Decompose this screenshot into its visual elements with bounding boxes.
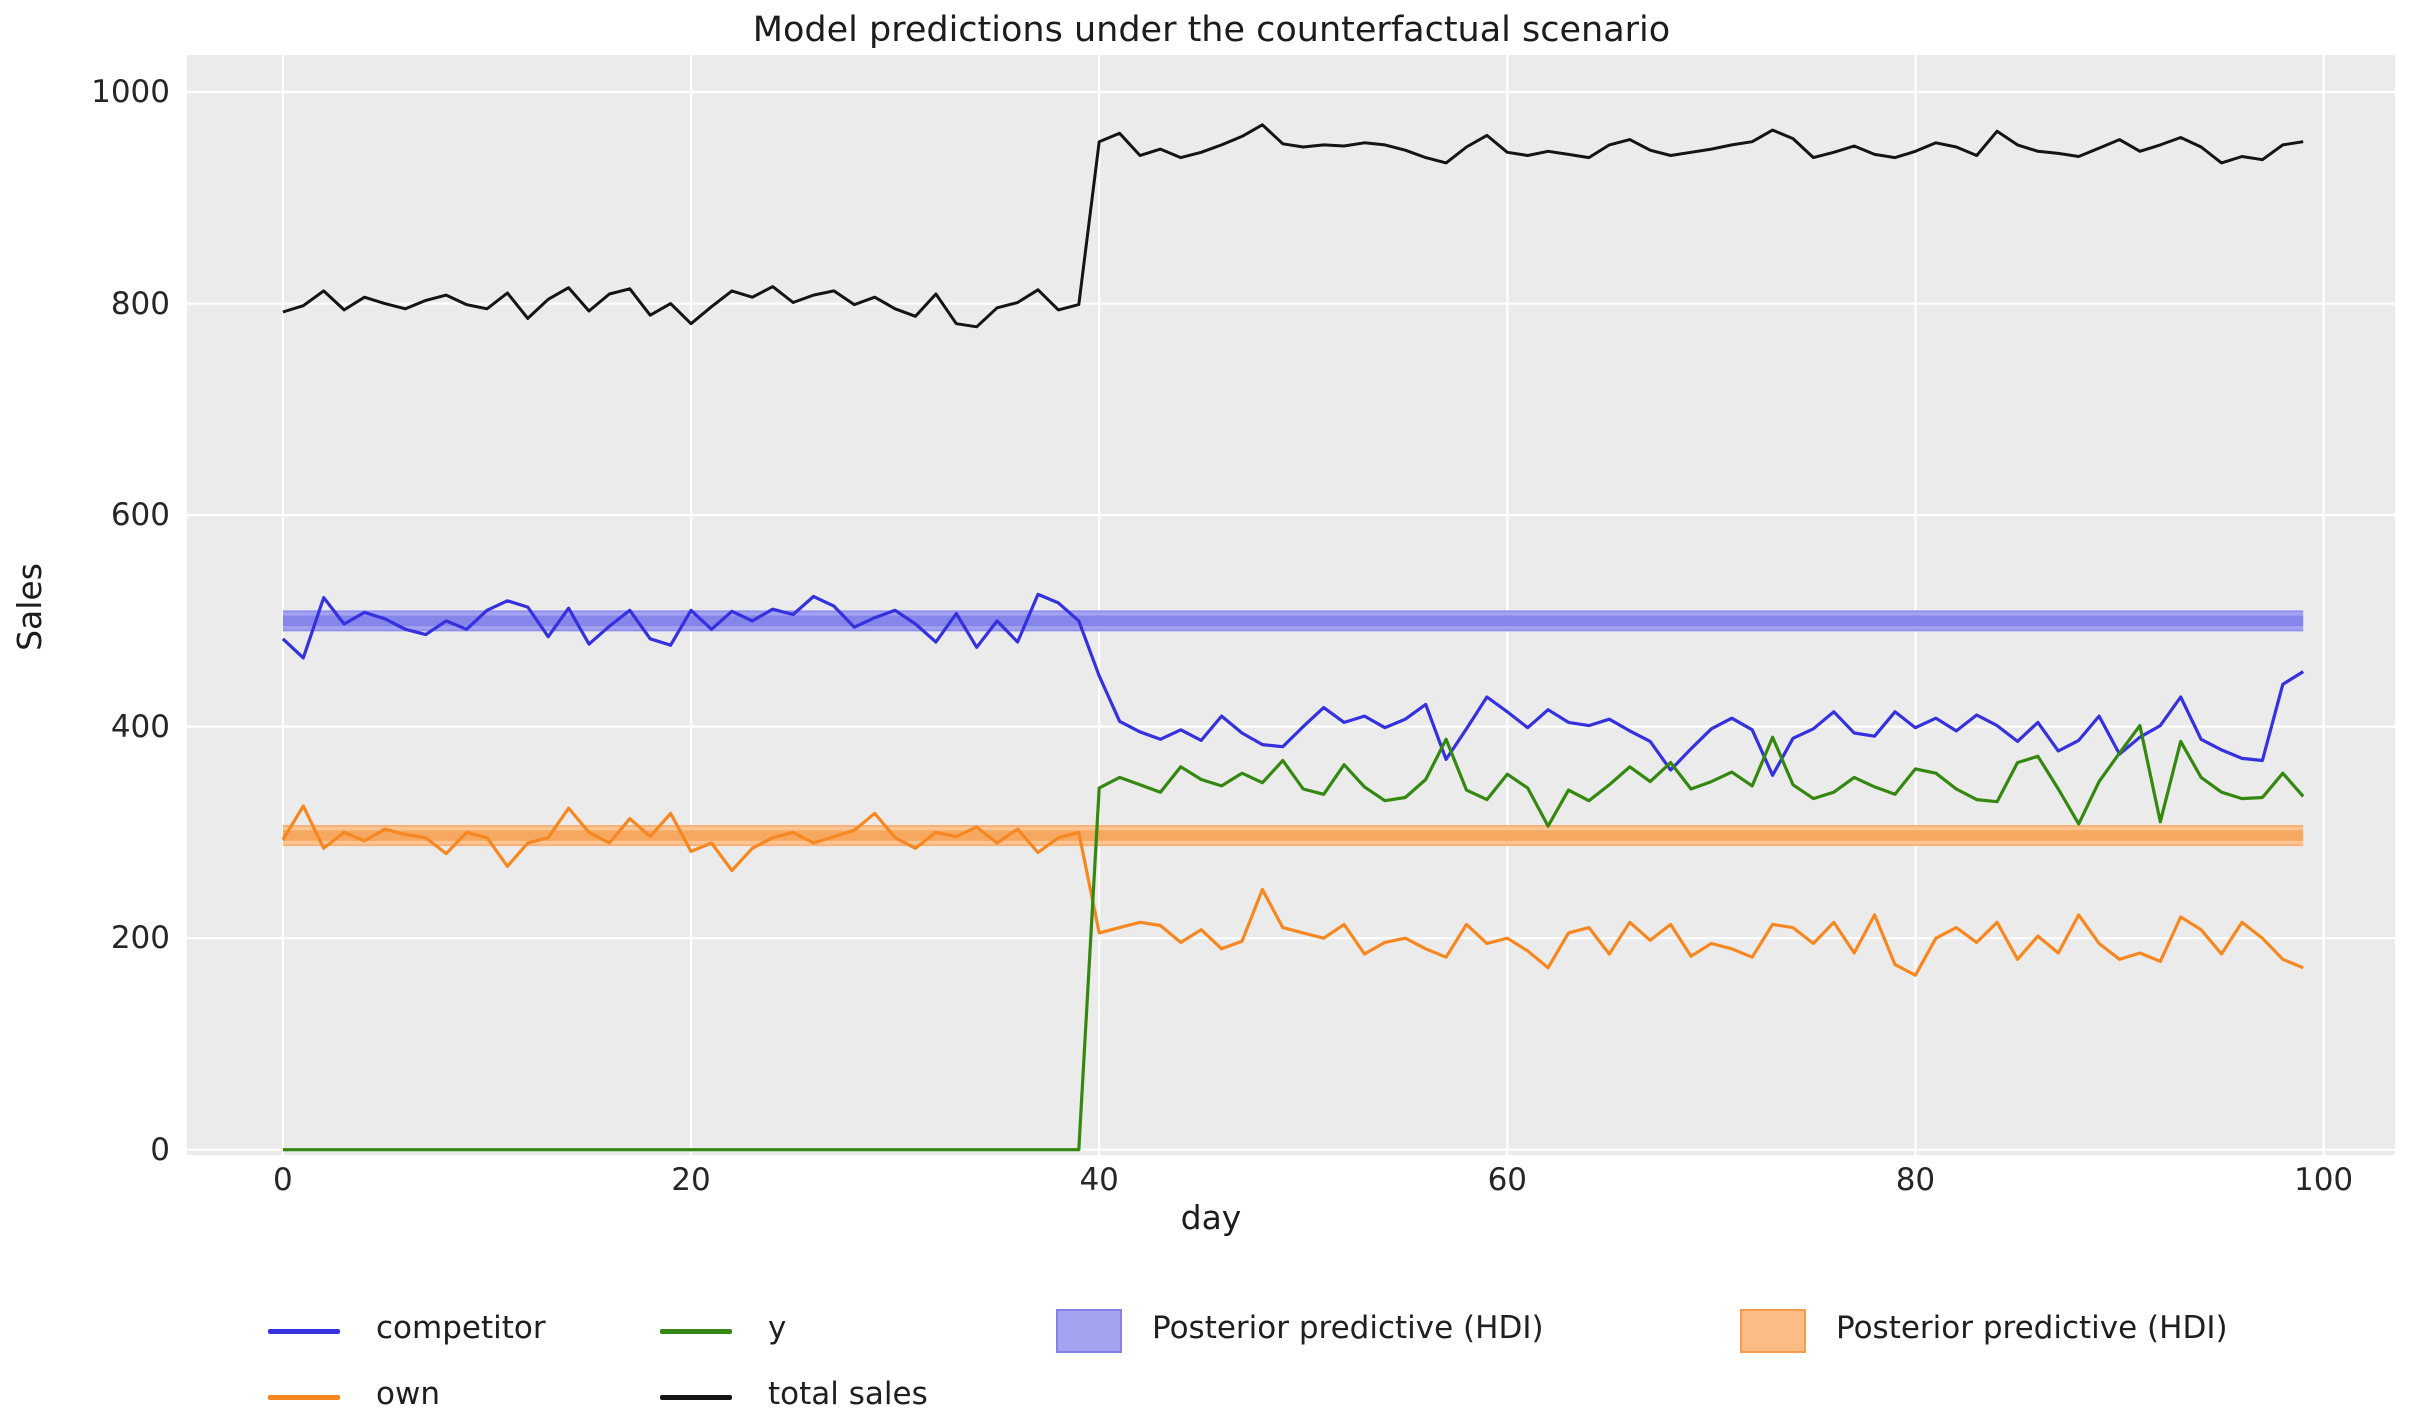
axes-background: [187, 55, 2395, 1155]
hdi-band-inner-own: [282, 830, 2304, 841]
legend-patch-swatch: [1056, 1309, 1122, 1353]
y-tick-label: 1000: [91, 74, 170, 111]
hdi-band-inner-competitor: [282, 615, 2304, 627]
legend-label: Posterior predictive (HDI): [1836, 1310, 2228, 1346]
legend-line-swatch: [660, 1395, 732, 1400]
series-line-competitor: [281, 592, 2305, 777]
legend-label: competitor: [376, 1310, 546, 1346]
legend-line-swatch: [268, 1329, 340, 1334]
legend-label: Posterior predictive (HDI): [1152, 1310, 1544, 1346]
x-tick-label: 40: [1079, 1162, 1119, 1198]
y-tick-label: 400: [110, 708, 170, 745]
x-tick-label: 80: [1895, 1162, 1936, 1198]
legend-patch-swatch: [1740, 1309, 1806, 1353]
legend-label: total sales: [768, 1376, 928, 1412]
plot-area: [187, 55, 2395, 1155]
x-tick-label: 60: [1487, 1162, 1528, 1198]
x-tick-label: 20: [671, 1162, 711, 1198]
legend-line-swatch: [660, 1329, 732, 1334]
y-tick-label: 600: [110, 497, 170, 534]
legend-label: own: [376, 1376, 440, 1412]
chart-title: Model predictions under the counterfactu…: [752, 10, 1671, 50]
y-tick-label: 200: [110, 920, 170, 957]
series-line-total-sales: [282, 123, 2304, 329]
legend-label: y: [768, 1310, 787, 1346]
x-tick-label: 0: [273, 1162, 293, 1198]
y-axis-title: Sales: [10, 563, 49, 651]
legend-line-swatch: [268, 1395, 340, 1400]
y-tick-label: 800: [110, 285, 170, 322]
series-line-own: [281, 804, 2304, 977]
x-axis-title: day: [1180, 1198, 1242, 1237]
series-line-y: [282, 723, 2305, 1152]
y-tick-label: 0: [150, 1131, 170, 1168]
x-tick-label: 100: [2293, 1162, 2354, 1198]
